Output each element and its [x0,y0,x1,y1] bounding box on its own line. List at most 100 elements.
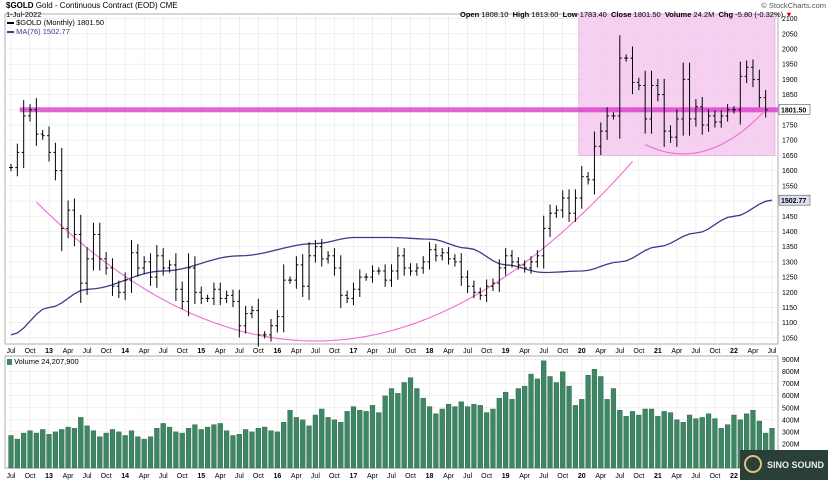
low-value: 1783.40 [579,10,607,19]
volume-bar [725,424,731,469]
watermark: SINO SOUND [740,450,828,480]
volume-bar [693,418,699,469]
volume-bar [560,371,566,469]
time-tick-label: Apr [595,473,607,480]
volume-bar [204,426,211,469]
ma-legend: MA(76) 1502.77 [7,27,70,36]
resistance-band [19,107,778,113]
volume-tick-label: 400M [782,417,800,424]
volume-bar [369,405,376,469]
volume-bar [585,375,591,469]
logo-icon [744,455,762,473]
time-tick-label: 20 [578,348,586,355]
volume-bar [566,385,572,469]
ma-legend-label: MA(76) 1502.77 [16,27,70,36]
time-tick-label: Oct [177,473,188,480]
volume-value: 24.2M [693,10,715,19]
ma-price-tag-label: 1502.77 [781,198,806,205]
cup-arc [644,109,767,155]
volume-bar [395,393,401,469]
volume-bar [382,395,388,469]
volume-bar [731,414,737,469]
ma-price-tag-box [778,194,811,206]
time-tick-label: Oct [101,473,112,480]
time-tick-label: Jul [311,348,320,355]
price-tick-label: 1100 [782,320,797,327]
volume-swatch [7,359,12,366]
volume-bar [471,403,477,469]
time-tick-label: 22 [730,348,738,355]
open-label: Open [460,10,480,19]
volume-bar [686,414,693,469]
time-tick-label: Jul [387,473,396,480]
volume-bar [648,408,655,469]
volume-bar [680,422,686,469]
volume-legend-label: Volume 24,207,900 [14,357,79,366]
time-tick-label: Jul [311,473,320,480]
volume-bar [281,422,287,469]
price-tick-label: 1300 [782,259,798,266]
time-tick-label: Jul [539,348,548,355]
volume-bar [293,417,299,469]
time-tick-label: Apr [748,348,760,355]
time-tick-label: 19 [502,473,510,480]
time-tick-label: Oct [481,348,492,355]
time-tick-label: Jul [7,473,16,480]
volume-bar [528,373,534,469]
volume-bar [319,408,325,469]
volume-bar [65,426,71,469]
credit: © StockCharts.com [761,1,826,10]
time-tick-label: Oct [25,348,36,355]
volume-bar [40,429,46,469]
volume-bar [116,431,122,469]
volume-bar [103,432,109,469]
ohlc-stats: Open 1808.10 High 1813.60 Low 1783.40 Cl… [460,10,793,19]
volume-bar [217,423,223,469]
time-tick-label: Apr [519,473,531,480]
time-tick-label: Jul [691,348,700,355]
volume-bar [268,430,274,469]
volume-bar [705,413,712,469]
close-label: Close [611,10,632,19]
time-tick-label: 18 [426,473,434,480]
volume-bar [503,391,509,469]
last-price-tag-box [778,104,811,115]
time-tick-label: Apr [443,348,455,355]
chg-value: -5.80 (-0.32%) [735,10,784,19]
volume-bar [147,436,154,469]
time-tick-label: Jul [539,473,548,480]
volume-bar [230,435,236,469]
time-tick-label: 22 [730,473,738,480]
time-tick-label: Oct [329,348,340,355]
price-tick-label: 1450 [782,214,798,221]
time-tick-label: 14 [121,348,129,355]
volume-bar [236,434,242,469]
volume-bar [97,436,103,469]
time-tick-label: 15 [197,473,205,480]
time-tick-label: Jul [768,348,777,355]
time-tick-label: Oct [329,473,340,480]
open-value: 1808.10 [481,10,509,19]
volume-bar [718,428,724,469]
volume-bar [52,431,58,469]
time-tick-label: Oct [557,348,568,355]
volume-bar [78,417,84,469]
volume-bar [534,378,540,469]
time-tick-label: Apr [291,348,303,355]
time-tick-label: 17 [350,473,358,480]
volume-tick-label: 700M [782,381,800,388]
volume-bar [579,399,585,469]
volume-bar [433,413,439,469]
time-tick-label: 17 [350,348,358,355]
volume-bar [122,435,128,469]
time-tick-label: 19 [502,348,510,355]
time-tick-label: Jul [235,348,244,355]
volume-bar [128,430,135,469]
volume-bar [484,412,490,469]
volume-bar [27,430,33,469]
volume-tick-label: 800M [782,369,800,376]
price-tick-label: 1150 [782,305,797,312]
time-tick-label: 21 [654,348,662,355]
price-legend: $GOLD (Monthly) 1801.50 [7,18,104,27]
